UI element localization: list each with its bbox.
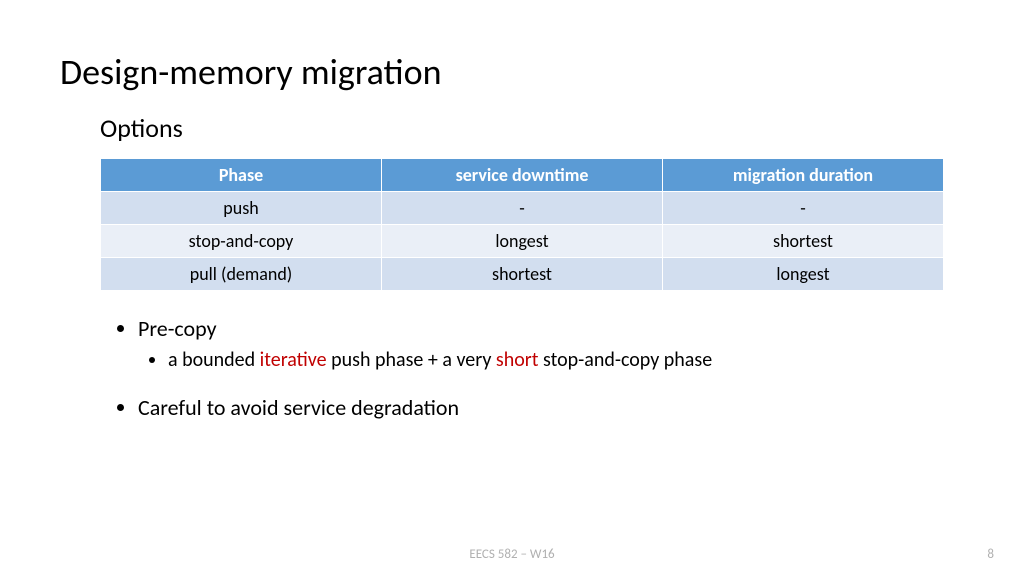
bullet-careful: Careful to avoid service degradation [138,394,964,421]
slide-title: Design-memory migration [60,50,964,94]
options-table-wrap: Phase service downtime migration duratio… [100,158,944,291]
cell: push [101,192,382,225]
table-row: stop-and-copy longest shortest [101,225,944,258]
table-row: push - - [101,192,944,225]
slide: Design-memory migration Options Phase se… [0,0,1024,576]
highlight-iterative: iterative [260,348,327,372]
text: push phase + a very [327,348,496,372]
cell: shortest [382,258,663,291]
footer-course: EECS 582 – W16 [0,547,1024,562]
col-duration: migration duration [663,159,944,192]
bullet-precopy: Pre-copy [138,315,964,342]
bullet-precopy-detail: a bounded iterative push phase + a very … [168,348,964,372]
cell: - [382,192,663,225]
highlight-short: short [496,348,539,372]
slide-subtitle: Options [100,112,964,144]
cell: - [663,192,944,225]
text: a bounded [168,348,260,372]
table-header-row: Phase service downtime migration duratio… [101,159,944,192]
cell: longest [663,258,944,291]
col-phase: Phase [101,159,382,192]
footer-page-number: 8 [987,547,994,562]
cell: longest [382,225,663,258]
cell: shortest [663,225,944,258]
text: stop-and-copy phase [538,348,712,372]
bullet-list: Pre-copy a bounded iterative push phase … [120,315,964,421]
options-table: Phase service downtime migration duratio… [100,158,944,291]
col-downtime: service downtime [382,159,663,192]
cell: stop-and-copy [101,225,382,258]
table-row: pull (demand) shortest longest [101,258,944,291]
cell: pull (demand) [101,258,382,291]
